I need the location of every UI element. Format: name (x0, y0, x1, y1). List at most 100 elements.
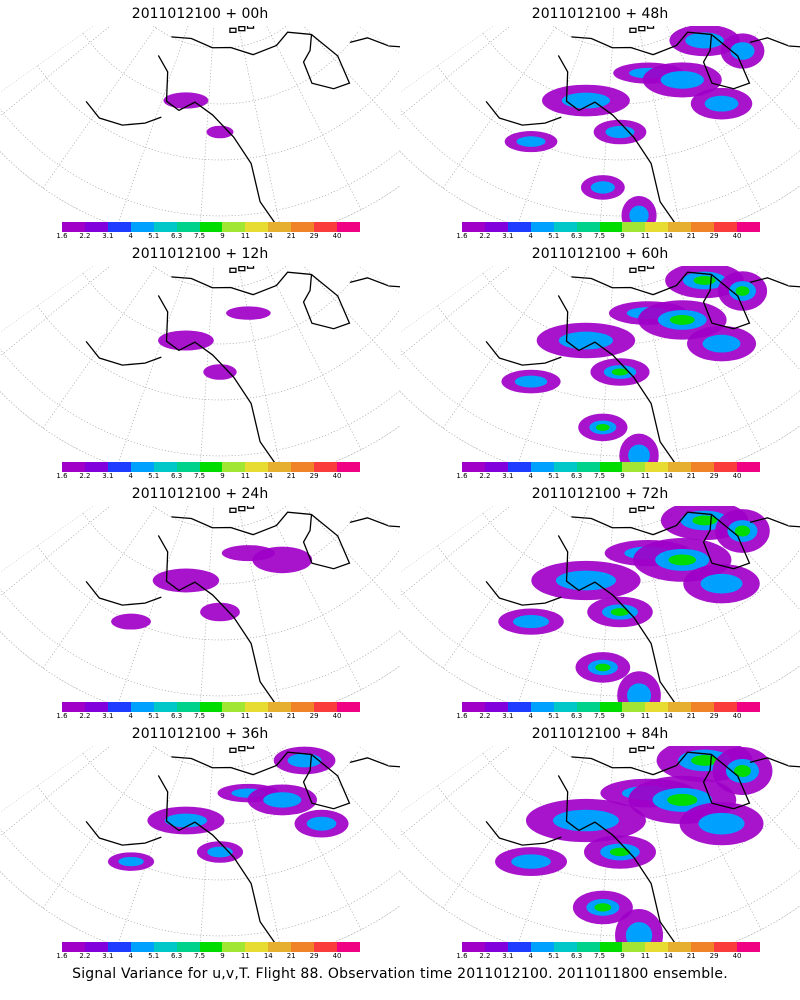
colorbar-swatch (222, 942, 246, 952)
panel-title: 2011012100 + 60h (531, 246, 669, 262)
colorbar-tick-label: 3.1 (102, 952, 114, 960)
colorbar-swatch (530, 222, 554, 232)
variance-blob-mid (306, 816, 337, 831)
colorbar-tick-label: 11 (640, 952, 650, 960)
colorbar-swatch (291, 222, 315, 232)
variance-blob-high (669, 314, 695, 325)
map-plot (400, 746, 800, 942)
colorbar-swatch (245, 462, 269, 472)
colorbar-swatch (314, 462, 338, 472)
colorbar-swatch (176, 222, 200, 232)
colorbar-tick-label: 29 (709, 712, 719, 720)
colorbar-tick-label: 11 (640, 232, 650, 240)
variance-field (111, 545, 313, 630)
variance-blob-mid (704, 95, 739, 112)
island-outline (629, 267, 637, 273)
coastlines (85, 746, 400, 942)
colorbar-tick-label: 11 (240, 472, 250, 480)
colorbar: 1.6 2.2 3.1 4 5.1 6.3 7.5 9 11 14 21 29 40 (456, 702, 760, 722)
panel-title: 2011012100 + 00h (131, 6, 269, 22)
colorbar-swatch (553, 222, 577, 232)
colorbar-swatch (245, 222, 269, 232)
colorbar-tick-label: 29 (709, 232, 719, 240)
colorbar-tick-label: 6.3 (571, 952, 583, 960)
coastlines (85, 506, 400, 702)
colorbar-swatch (199, 942, 223, 952)
colorbar-tick-label: 14 (263, 952, 273, 960)
colorbar-tick-label: 1.6 (56, 952, 68, 960)
panel-title: 2011012100 + 48h (531, 6, 669, 22)
colorbar-swatch (462, 462, 485, 472)
island-outline (629, 747, 637, 753)
island-outline (229, 747, 237, 753)
colorbar-tick-label: 3.1 (102, 232, 114, 240)
colorbar-swatch (645, 462, 669, 472)
panel-title: 2011012100 + 36h (131, 726, 269, 742)
colorbar-swatch (245, 942, 269, 952)
colorbar-swatch (668, 222, 692, 232)
variance-blob-high (595, 663, 611, 672)
colorbar-tick-label: 9 (620, 472, 625, 480)
colorbar-tick-label: 3.1 (102, 712, 114, 720)
colorbar-tick-label: 29 (309, 472, 319, 480)
colorbar-tick-label: 40 (332, 232, 342, 240)
variance-blob (206, 125, 234, 139)
colorbar-swatch (714, 942, 738, 952)
colorbar-tick-label: 21 (686, 712, 696, 720)
colorbar: 1.6 2.2 3.1 4 5.1 6.3 7.5 9 11 14 21 29 40 (456, 462, 760, 482)
colorbar-tick-label: 3.1 (502, 712, 514, 720)
colorbar-tick-label: 21 (286, 952, 296, 960)
colorbar-tick-label: 11 (640, 472, 650, 480)
island-outline (646, 26, 655, 29)
coastlines (485, 266, 800, 462)
colorbar-swatch (291, 942, 315, 952)
variance-field (504, 26, 765, 222)
variance-blob-mid (700, 573, 743, 594)
colorbar-tick-label: 6.3 (171, 472, 183, 480)
colorbar-swatch (507, 462, 531, 472)
colorbar-tick-label: 29 (709, 472, 719, 480)
variance-blob-mid (552, 809, 619, 832)
colorbar-swatch (176, 462, 200, 472)
variance-blob-mid (590, 181, 615, 194)
variance-blob-mid (516, 136, 546, 147)
variance-field (163, 92, 234, 139)
colorbar-swatch (199, 702, 223, 712)
variance-blob-mid (605, 125, 635, 139)
colorbar-tick-label: 2.2 (79, 472, 91, 480)
colorbar-tick-label: 2.2 (479, 952, 491, 960)
colorbar-swatch (645, 702, 669, 712)
colorbar-tick-label: 5.1 (548, 232, 560, 240)
colorbar-swatch (107, 942, 131, 952)
forecast-panel: 2011012100 + 48h 1.6 2.2 3.1 4 5.1 6.3 7.5 9 11 14… (400, 0, 800, 240)
colorbar-tick-label: 40 (332, 472, 342, 480)
map-plot (400, 506, 800, 702)
colorbar-swatch (622, 222, 646, 232)
colorbar-tick-label: 1.6 (56, 472, 68, 480)
map-plot (400, 266, 800, 462)
colorbar-tick-label: 6.3 (171, 712, 183, 720)
variance-blob-mid (629, 205, 649, 222)
colorbar-swatches (62, 942, 360, 952)
colorbar-swatch (62, 462, 85, 472)
colorbar-swatch (484, 462, 508, 472)
variance-blob-mid (730, 42, 755, 60)
colorbar-labels: 1.6 2.2 3.1 4 5.1 6.3 7.5 9 11 14 21 29 40 (456, 712, 760, 722)
colorbar-tick-label: 2.2 (479, 472, 491, 480)
colorbar: 1.6 2.2 3.1 4 5.1 6.3 7.5 9 11 14 21 29 40 (56, 222, 360, 242)
colorbar-tick-label: 7.5 (593, 472, 606, 480)
variance-blob (152, 568, 220, 593)
forecast-panel: 2011012100 + 84h 1.6 2.2 3.1 4 5.1 6.3 7.5 9 11 14… (400, 720, 800, 960)
colorbar-swatch (462, 942, 485, 952)
colorbar-tick-label: 7.5 (193, 952, 206, 960)
colorbar-swatches (462, 222, 760, 232)
colorbar-tick-label: 40 (732, 712, 742, 720)
island-outline (238, 746, 246, 752)
colorbar-tick-label: 4 (528, 472, 533, 480)
colorbar-swatch (62, 702, 85, 712)
colorbar-swatch (576, 222, 600, 232)
colorbar-swatch (622, 702, 646, 712)
colorbar-tick-label: 6.3 (171, 952, 183, 960)
colorbar-tick-label: 5.1 (148, 472, 160, 480)
domain-frame (0, 746, 400, 942)
